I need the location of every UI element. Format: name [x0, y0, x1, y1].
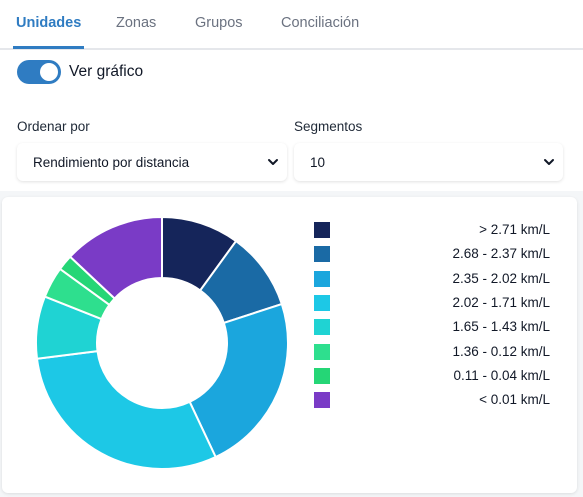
donut-slice[interactable] [35, 350, 217, 470]
legend-item: > 2.71 km/L [0, 221, 583, 239]
legend-swatch [314, 246, 330, 263]
legend-label: 2.35 - 2.02 km/L [452, 270, 550, 286]
tab-zonas[interactable]: Zonas [116, 15, 157, 31]
active-tab-indicator [13, 46, 84, 49]
legend-item: 1.36 - 0.12 km/L [0, 343, 583, 361]
legend-swatch [314, 343, 330, 360]
show-chart-toggle[interactable] [17, 60, 61, 84]
legend-label: 2.68 - 2.37 km/L [452, 246, 550, 262]
legend-swatch [314, 294, 330, 311]
legend-item: 2.35 - 2.02 km/L [0, 270, 583, 288]
legend-label: > 2.71 km/L [479, 222, 550, 237]
segments-label: Segmentos [294, 119, 363, 134]
toggle-knob [40, 63, 58, 81]
chevron-down-icon [268, 159, 278, 165]
legend-swatch [314, 392, 330, 409]
legend-item: < 0.01 km/L [0, 391, 583, 409]
tab-bar: Unidades Zonas Grupos Conciliación [0, 0, 583, 50]
donut-slice[interactable] [68, 215, 163, 300]
tab-grupos[interactable]: Grupos [195, 15, 243, 31]
legend-item: 0.11 - 0.04 km/L [0, 367, 583, 385]
legend-label: < 0.01 km/L [479, 392, 550, 408]
segments-select[interactable]: 10 [294, 143, 563, 181]
legend-item: 2.68 - 2.37 km/L [0, 245, 583, 263]
legend-label: 1.65 - 1.43 km/L [452, 319, 550, 335]
sort-select-value: Rendimiento por distancia [33, 155, 190, 170]
legend-label: 2.02 - 1.71 km/L [452, 294, 550, 310]
donut-chart [35, 215, 289, 470]
tab-conciliacion[interactable]: Conciliación [281, 15, 360, 31]
legend-item: 2.02 - 1.71 km/L [0, 294, 583, 312]
legend-swatch [314, 270, 330, 287]
sort-select[interactable]: Rendimiento por distancia [17, 143, 287, 181]
sort-label: Ordenar por [17, 119, 90, 134]
donut-slice[interactable] [188, 302, 289, 459]
show-chart-label: Ver gráfico [69, 63, 144, 80]
segments-select-value: 10 [310, 155, 326, 170]
legend-label: 1.36 - 0.12 km/L [452, 343, 550, 359]
legend-item: 1.65 - 1.43 km/L [0, 318, 583, 336]
legend-swatch [314, 222, 330, 238]
legend-swatch [314, 319, 330, 336]
chevron-down-icon [544, 159, 554, 165]
legend-label: 0.11 - 0.04 km/L [453, 367, 550, 383]
tab-unidades[interactable]: Unidades [16, 15, 82, 31]
legend-swatch [314, 367, 330, 384]
